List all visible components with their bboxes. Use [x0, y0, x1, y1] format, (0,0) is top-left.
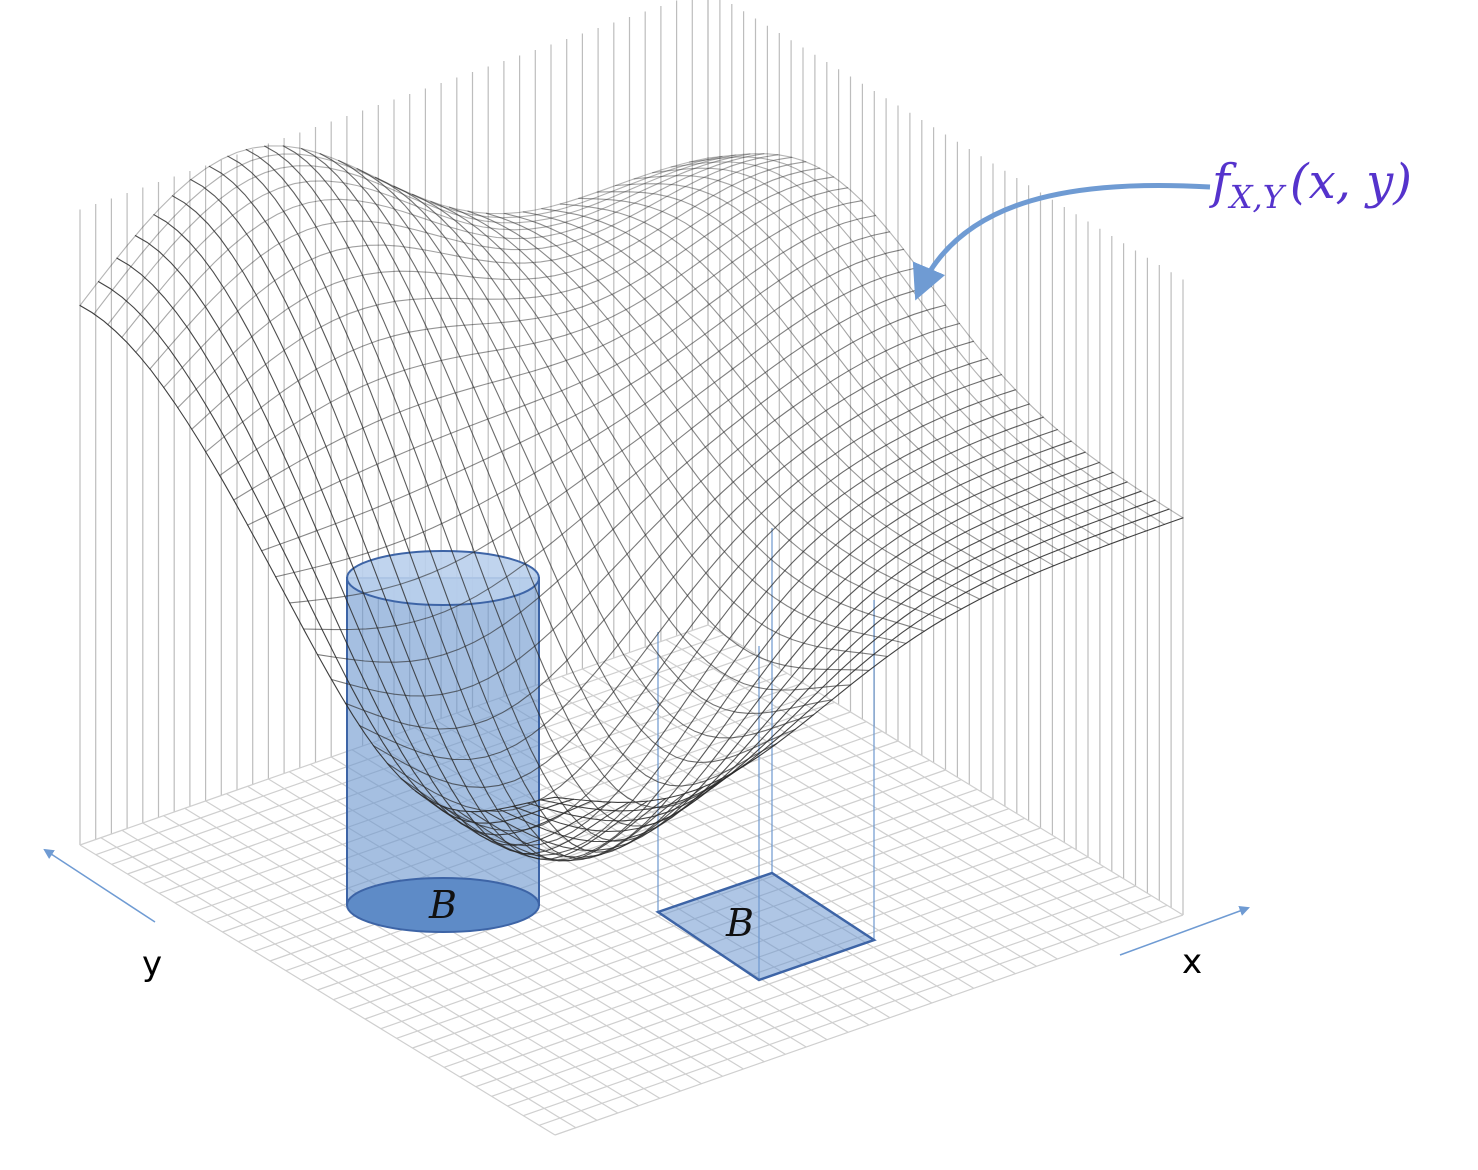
- mesh-line: [467, 210, 944, 621]
- mesh-line: [275, 248, 905, 578]
- mesh-line: [177, 161, 807, 409]
- mesh-line: [163, 156, 793, 389]
- mesh-line: [191, 167, 821, 430]
- y-axis-label: y: [142, 944, 162, 984]
- x-axis-arrow: [1119, 905, 1250, 956]
- mesh-line: [484, 471, 1114, 852]
- mesh-line: [615, 183, 1092, 552]
- mesh-line: [121, 153, 751, 338]
- mesh-line: [707, 153, 1184, 519]
- mesh-line: [316, 304, 947, 663]
- mesh-line: [578, 197, 1055, 567]
- mesh-line: [289, 267, 919, 604]
- floor-grid-line: [665, 639, 1142, 931]
- mesh-line: [652, 167, 1129, 539]
- mesh-line: [430, 200, 907, 644]
- mesh-line: [448, 206, 925, 632]
- mesh-line: [522, 211, 999, 591]
- mesh-line: [205, 176, 835, 453]
- mesh-line: [219, 187, 849, 477]
- square-region: B: [655, 528, 877, 982]
- mesh-line: [261, 231, 891, 552]
- cylinder-top: [346, 550, 540, 606]
- mesh-line: [670, 161, 1147, 532]
- function-annotation: fX,Y (x, y): [912, 154, 1412, 301]
- density-surface-mesh: [79, 145, 1184, 862]
- mesh-line: [559, 203, 1036, 574]
- mesh-line: [411, 193, 889, 658]
- mesh-line: [541, 208, 1018, 582]
- mesh-line: [688, 156, 1166, 525]
- mesh-line: [149, 154, 779, 370]
- floor-grid-line: [644, 646, 1121, 938]
- mesh-line: [135, 153, 765, 353]
- floor-grid-line: [623, 653, 1100, 945]
- floor-grid-line: [707, 624, 1184, 916]
- mesh-line: [79, 145, 709, 307]
- mesh-line: [93, 153, 723, 315]
- function-label-subscript: X,Y: [1227, 178, 1287, 216]
- function-label-args: (x, y): [1290, 154, 1412, 210]
- annotation-arrow: [912, 183, 1211, 301]
- back-walls: [79, 0, 1184, 915]
- mesh-line: [107, 154, 737, 326]
- floor-grid: [79, 624, 1184, 1136]
- mesh-line: [540, 508, 1170, 812]
- mesh-line: [302, 285, 933, 631]
- mesh-line: [633, 175, 1110, 545]
- square-region-label: B: [725, 901, 754, 945]
- mesh-line: [233, 200, 863, 501]
- mesh-line: [485, 212, 962, 610]
- cylinder-base-disk: [346, 877, 540, 933]
- square-region-floor: [655, 871, 877, 982]
- y-axis-arrow: [43, 848, 156, 923]
- mesh-line: [596, 191, 1073, 559]
- mesh-line: [504, 212, 981, 600]
- floor-grid-line: [686, 631, 1163, 923]
- floor-grid-line: [477, 705, 954, 997]
- function-label: fX,Y (x, y): [1209, 154, 1412, 216]
- mesh-line: [247, 214, 877, 526]
- mesh-line: [554, 517, 1184, 803]
- disk-region-label: B: [428, 883, 457, 927]
- axes: y x: [43, 848, 1250, 984]
- x-axis-label: x: [1182, 942, 1202, 982]
